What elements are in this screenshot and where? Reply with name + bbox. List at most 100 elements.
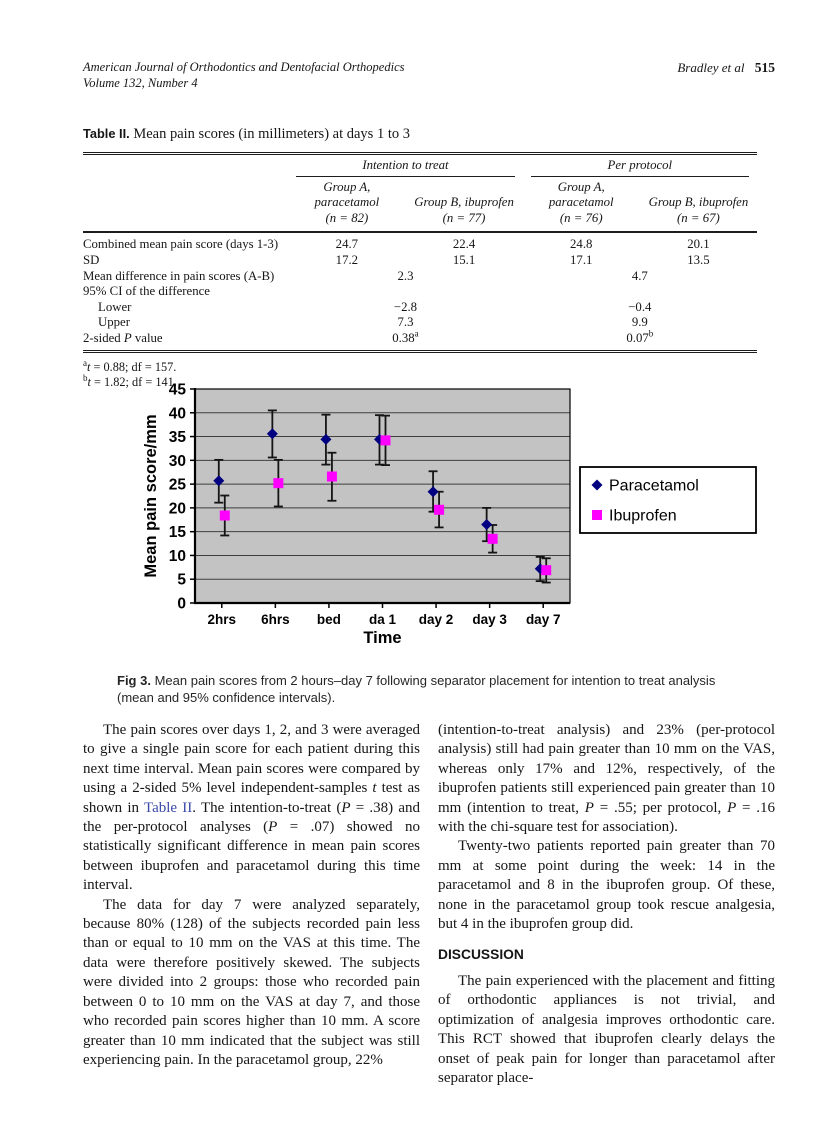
x-tick-label: bed [317,612,341,627]
row-label: Upper [98,315,130,330]
stat-symbol: t [87,359,91,374]
table-row: SD 17.2 15.1 17.1 13.5 [83,253,757,269]
value-cell: 9.9 [631,315,648,330]
column-header-cell: Group B, ibuprofen (n = 77) [405,176,523,234]
value-cell: −0.4 [628,299,652,314]
paragraph: (intention-to-treat analysis) and 23% (p… [438,722,775,836]
value-cell: 2.3 [397,268,414,283]
table-row: Mean difference in pain scores (A-B) 2.3 4… [83,269,757,285]
paragraph: The pain scores over days 1, 2, and 3 we… [83,722,420,894]
value-cell [640,284,757,300]
column-header-cell: Group B, ibuprofen (n = 67) [639,176,757,234]
value-cell [405,284,522,300]
y-tick-label: 10 [169,548,186,565]
right-column: (intention-to-treat analysis) and 23% (p… [438,721,775,1088]
left-column: The pain scores over days 1, 2, and 3 we… [83,721,420,1088]
chart-legend [579,466,757,534]
ibuprofen-marker [326,471,337,482]
page-header: American Journal of Orthodontics and Den… [83,60,775,91]
table-title-text: Mean pain scores (in millimeters) at day… [133,126,410,142]
column-header-n: (n = 76) [559,210,603,225]
footnote-marker: a [83,357,87,368]
row-label: 2-sided P value [83,330,163,345]
value-cell: 13.5 [687,252,710,267]
paracetamol-marker [213,475,225,487]
table-2-crossref[interactable]: Table II [143,799,193,816]
x-tick-label: 2hrs [208,612,237,627]
x-axis-title: Time [363,629,401,647]
table-2-section: Table II. Mean pain scores (in millimete… [83,126,757,391]
value-cell: −2.8 [393,299,418,314]
y-tick-label: 25 [169,477,187,494]
column-header-row: Group A, paracetamol (n = 82) Group B, ibu… [83,176,757,234]
empty-header-cell [83,154,288,177]
pain-scores-table: Intention to treat Per protocol Group A, p… [83,152,757,353]
y-axis-title: Mean pain score/mm [142,414,160,577]
page-number: 515 [754,60,775,75]
table-row: Lower −2.8 −0.4 [83,300,757,316]
column-header-n: (n = 67) [677,210,720,225]
figure-caption-text: Mean pain scores from 2 hours–day 7 foll… [117,673,716,705]
column-header-name: Group B, ibuprofen [414,195,514,210]
table-head: Intention to treat Per protocol Group A, p… [83,154,757,234]
row-label: SD [83,252,100,267]
y-tick-label: 5 [177,572,186,589]
stat-symbol: P [584,799,594,816]
y-tick-label: 40 [169,405,186,422]
table-row: 95% CI of the difference [83,284,757,300]
group-header-label: Intention to treat [296,158,515,177]
table-label: Table II. [83,126,130,141]
y-tick-label: 35 [169,429,187,446]
x-tick-label: day 2 [419,612,454,627]
stat-symbol: P [123,330,132,345]
value-cell: 0.07b [626,328,654,345]
paracetamol-marker [481,519,493,531]
legend-label: Paracetamol [609,478,699,495]
figure-label: Fig 3. [117,673,151,688]
paragraph: The data for day 7 were analyzed separat… [83,896,420,1068]
row-label: Mean difference in pain scores (A-B) [83,268,275,283]
value-cell: 22.4 [452,237,476,252]
journal-volume: Volume 132, Number 4 [83,75,198,90]
footnote-marker: b [648,328,654,339]
group-header-cell: Per protocol [523,154,757,177]
ibuprofen-marker [487,533,498,544]
y-tick-label: 45 [169,383,187,399]
paracetamol-marker [427,486,439,498]
table-title: Table II. Mean pain scores (in millimete… [83,126,757,143]
value-cell: 17.2 [335,252,359,267]
discussion-heading: DISCUSSION [438,947,524,963]
legend-ibuprofen-marker [592,510,602,520]
table-row: Upper 7.3 9.9 [83,315,757,331]
figure-caption: Fig 3. Mean pain scores from 2 hours–day… [117,673,741,706]
journal-info: American Journal of Orthodontics and Den… [83,60,405,91]
x-tick-label: day 7 [526,612,561,627]
group-header-label: Per protocol [530,158,749,177]
ibuprofen-marker [219,510,230,521]
table-row: 2-sided P value 0.38a 0.07b [83,328,757,351]
value-cell: 7.3 [397,315,414,330]
stat-symbol: t [87,375,91,390]
table-body: Combined mean pain score (days 1-3) 24.7 2… [83,232,757,351]
row-label: Lower [98,299,132,314]
stat-symbol: t [372,780,377,797]
row-label: 95% CI of the difference [83,284,210,299]
y-tick-label: 0 [177,596,186,613]
ibuprofen-marker [434,504,445,515]
value-cell [288,284,405,300]
table-footnote: at = 0.88; df = 157. [83,357,177,374]
footnote-marker: a [414,328,419,339]
column-header-n: (n = 82) [325,210,369,225]
ibuprofen-marker [273,478,284,489]
group-header-row: Intention to treat Per protocol [83,154,757,177]
figure-3: 0 5 10 15 20 25 30 35 40 45 2hrs 6hrs bed da 1 day 2 da… [83,382,757,706]
empty-header-cell [83,176,289,234]
value-cell [523,284,640,300]
stat-symbol: P [341,799,351,816]
value-cell: 24.7 [335,237,359,252]
legend-label: Ibuprofen [609,508,677,525]
footnote-marker: b [83,372,88,383]
value-cell: 0.38a [392,328,419,345]
x-tick-label: da 1 [369,612,397,627]
